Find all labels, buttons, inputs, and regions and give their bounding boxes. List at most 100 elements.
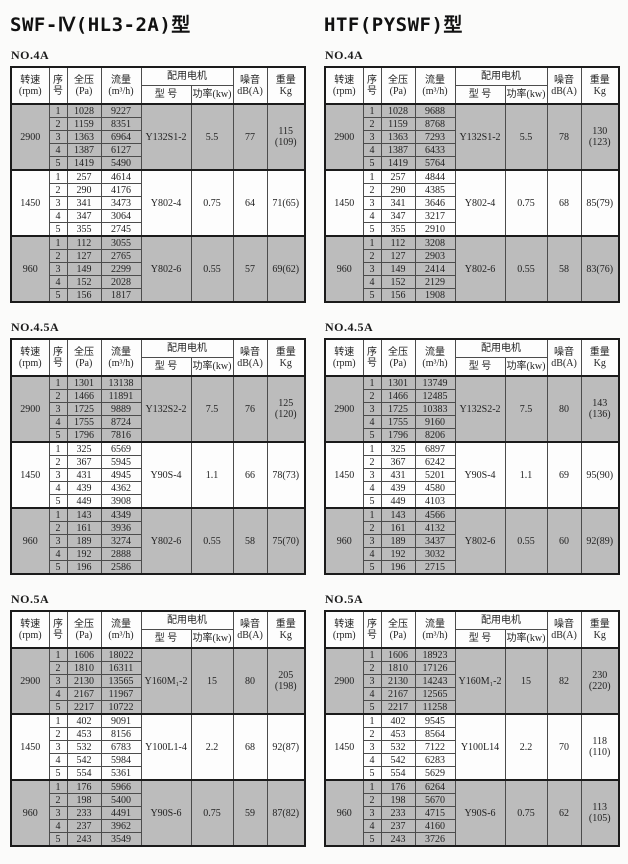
pressure-cell: 1466	[380, 389, 416, 403]
table-row: 5 355 2745	[11, 222, 305, 237]
seq-cell: 1	[48, 441, 68, 456]
flow-cell: 4844	[414, 169, 456, 184]
flow-cell: 3217	[414, 209, 456, 223]
pressure-cell: 1419	[380, 156, 416, 171]
seq-cell: 1	[362, 169, 382, 184]
noise-header: 噪音 dB(A)	[232, 66, 268, 105]
seq-cell: 2	[362, 455, 382, 469]
noise-cell: 69	[546, 441, 582, 509]
model-cell: Y802-6	[140, 507, 192, 575]
table-row: 3 341 3473	[11, 196, 305, 210]
panel-swf: SWF-Ⅳ(HL3-2A)型 NO.4A 转速 (rpm) 序 号全压 (Pa) 流量 …	[10, 6, 306, 864]
pressure-cell: 149	[380, 262, 416, 276]
weight-cell: 75(70)	[266, 507, 306, 575]
seq-cell: 2	[362, 521, 382, 535]
seq-cell: 5	[362, 428, 382, 443]
pressure-cell: 2217	[66, 700, 102, 715]
table-row: 1450 1 402 9091 Y100L1-4 2.2 68 92(87)	[10, 713, 306, 781]
flow-cell: 4176	[100, 183, 142, 197]
seq-cell: 4	[48, 819, 68, 833]
speed-header: 转速 (rpm)	[324, 610, 364, 649]
table-row: 4 542 5984	[11, 753, 305, 767]
weight-cell: 125 (120)	[266, 375, 306, 443]
seq-cell: 3	[48, 534, 68, 548]
table-row: 2 161 3936	[11, 521, 305, 535]
flow-cell: 2745	[100, 222, 142, 237]
header-row: 转速 (rpm) 序 号全压 (Pa) 流量 (m³/h) 配用电机 噪音 dB(A) 重…	[10, 66, 306, 105]
flow-cell: 4566	[414, 507, 456, 522]
motor-header: 配用电机	[140, 66, 234, 86]
seq-cell: 4	[362, 209, 382, 223]
panel-title: HTF(PYSWF)型	[324, 14, 463, 36]
seq-cell: 5	[48, 156, 68, 171]
flow-cell: 10383	[414, 402, 456, 416]
table-row: 3 532 6783	[11, 740, 305, 754]
rpm-cell: 960	[10, 235, 50, 303]
pressure-cell: 156	[380, 288, 416, 303]
pressure-cell: 198	[380, 793, 416, 807]
noise-cell: 66	[232, 441, 268, 509]
seq-header: 序 号	[48, 338, 68, 377]
flow-cell: 4491	[100, 806, 142, 820]
speed-header: 转速 (rpm)	[10, 610, 50, 649]
flow-cell: 5201	[414, 468, 456, 482]
flow-header: 流量 (m³/h)	[100, 338, 142, 377]
power-cell: 0.75	[190, 169, 234, 237]
table-row: 5 1419 5764	[325, 156, 619, 171]
pressure-cell: 237	[66, 819, 102, 833]
motor-header: 配用电机	[454, 338, 548, 358]
flow-cell: 6569	[100, 441, 142, 456]
flow-cell: 16311	[100, 661, 142, 675]
table-row: 5 156 1817	[11, 288, 305, 303]
pressure-cell: 449	[66, 494, 102, 509]
flow-cell: 3549	[100, 832, 142, 847]
weight-cell: 92(87)	[266, 713, 306, 781]
table-row: 5 1419 5490	[11, 156, 305, 171]
flow-cell: 4103	[414, 494, 456, 509]
flow-cell: 5361	[100, 766, 142, 781]
pressure-cell: 2130	[66, 674, 102, 688]
weight-cell: 71(65)	[266, 169, 306, 237]
seq-cell: 2	[362, 117, 382, 131]
flow-cell: 18022	[100, 647, 142, 662]
model-header: 型 号	[140, 85, 192, 105]
noise-header: 噪音 dB(A)	[546, 338, 582, 377]
speed-group: 2900 1 1606 18022 Y160M₁-2 15 80 205 (198) 2 1810…	[10, 647, 306, 715]
seq-cell: 5	[362, 560, 382, 575]
noise-cell: 60	[546, 507, 582, 575]
seq-cell: 5	[362, 766, 382, 781]
speed-group: 1450 1 325 6897 Y90S-4 1.1 69 95(90) 2 367 6242 3 43…	[324, 441, 620, 509]
weight-header: 重量 Kg	[266, 610, 306, 649]
seq-cell: 3	[48, 806, 68, 820]
flow-cell: 4945	[100, 468, 142, 482]
pressure-cell: 257	[66, 169, 102, 184]
pressure-cell: 1725	[380, 402, 416, 416]
pressure-cell: 439	[66, 481, 102, 495]
seq-cell: 4	[48, 753, 68, 767]
pressure-cell: 1159	[66, 117, 102, 131]
seq-cell: 1	[48, 647, 68, 662]
seq-cell: 4	[48, 275, 68, 289]
motor-header: 配用电机	[454, 610, 548, 630]
seq-cell: 5	[362, 156, 382, 171]
table-row: 5 196 2586	[11, 560, 305, 575]
flow-cell: 5984	[100, 753, 142, 767]
table-header: 转速 (rpm) 序 号全压 (Pa) 流量 (m³/h) 配用电机 噪音 dB(A) 重…	[10, 66, 306, 105]
pressure-cell: 402	[380, 713, 416, 728]
pressure-cell: 532	[380, 740, 416, 754]
seq-cell: 5	[362, 832, 382, 847]
speed-header: 转速 (rpm)	[10, 66, 50, 105]
seq-cell: 1	[362, 713, 382, 728]
model-cell: Y132S1-2	[454, 103, 506, 171]
pressure-header: 全压 (Pa)	[380, 610, 416, 649]
seq-cell: 5	[48, 288, 68, 303]
pressure-cell: 554	[380, 766, 416, 781]
table-row: 4 1755 9160	[325, 415, 619, 429]
weight-cell: 205 (198)	[266, 647, 306, 715]
model-cell: Y90S-6	[454, 779, 506, 847]
pressure-cell: 243	[380, 832, 416, 847]
speed-group: 2900 1 1301 13749 Y132S2-2 7.5 80 143 (136) 2 146…	[324, 375, 620, 443]
rpm-cell: 2900	[324, 103, 364, 171]
model-cell: Y132S2-2	[454, 375, 506, 443]
table-row: 2900 1 1606 18022 Y160M₁-2 15 80 205 (198)	[10, 647, 306, 715]
